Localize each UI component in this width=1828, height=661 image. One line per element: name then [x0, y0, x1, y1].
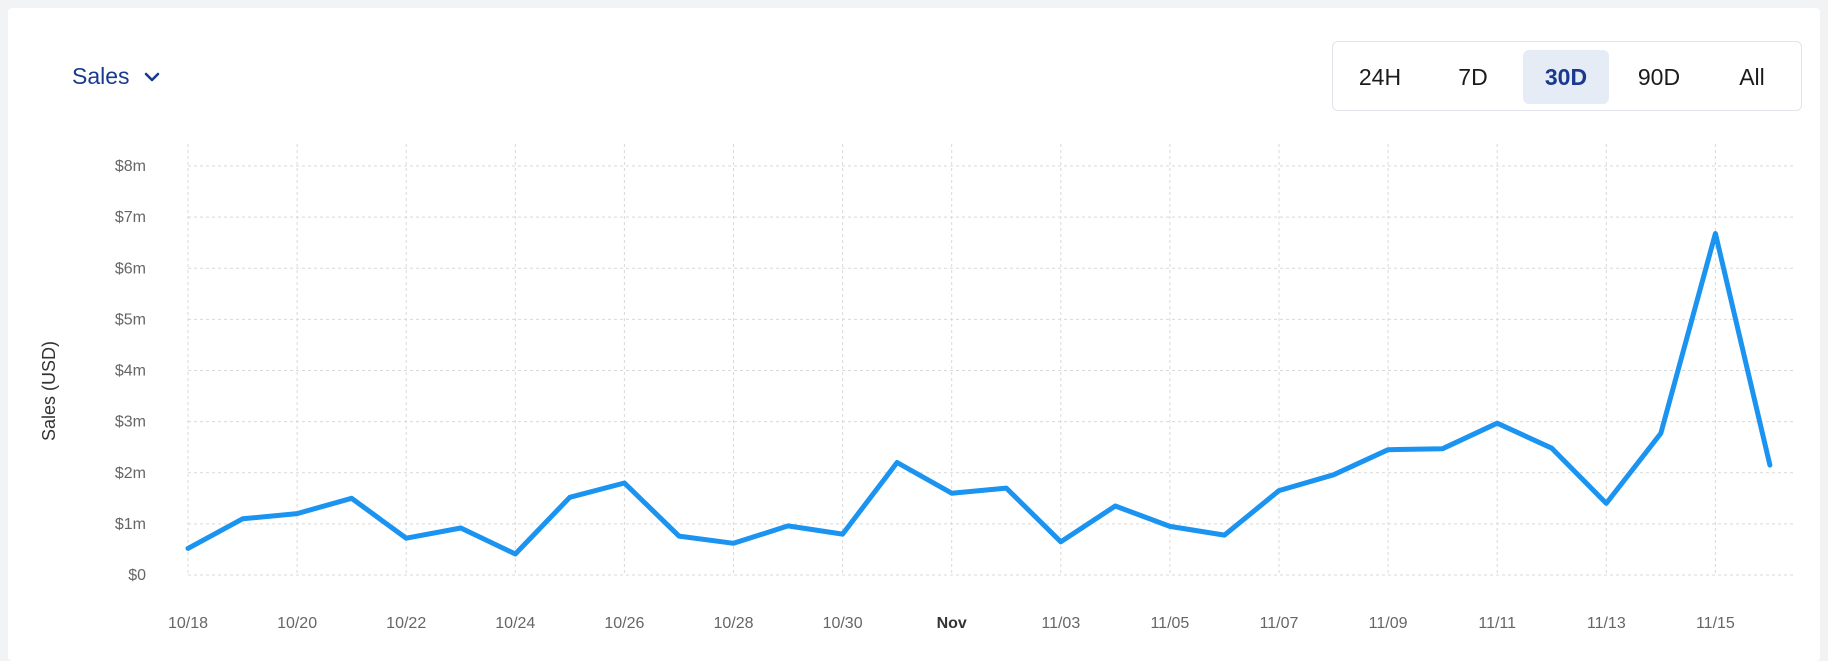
data-point[interactable] — [1709, 227, 1721, 239]
range-button-24h[interactable]: 24H — [1358, 63, 1402, 90]
range-button-90d[interactable]: 90D — [1637, 63, 1681, 90]
range-button-all[interactable]: All — [1739, 63, 1765, 90]
data-point[interactable] — [673, 530, 685, 542]
data-point[interactable] — [1655, 427, 1667, 439]
series-line — [185, 231, 1773, 557]
x-tick-label: 10/24 — [495, 615, 535, 632]
data-point[interactable] — [182, 542, 194, 554]
y-tick-label: $3m — [115, 414, 146, 431]
range-button-30d[interactable]: 30D — [1523, 50, 1609, 104]
data-point[interactable] — [1055, 536, 1067, 548]
data-point[interactable] — [1600, 497, 1612, 509]
y-tick-label: $6m — [115, 260, 146, 277]
data-point[interactable] — [509, 548, 521, 560]
data-point[interactable] — [1218, 529, 1230, 541]
x-tick-label: 11/05 — [1150, 615, 1189, 632]
x-tick-label: 10/28 — [713, 615, 753, 632]
x-tick-label: 10/30 — [823, 615, 863, 632]
chevron-down-icon — [144, 72, 160, 82]
data-point[interactable] — [782, 520, 794, 532]
y-tick-label: $7m — [115, 209, 146, 226]
data-point[interactable] — [728, 537, 740, 549]
y-tick-label: $4m — [115, 363, 146, 380]
x-tick-label: 10/18 — [168, 615, 208, 632]
data-point[interactable] — [891, 457, 903, 469]
data-point[interactable] — [1764, 459, 1776, 471]
time-range-selector: 24H 7D 30D 90D All — [1332, 41, 1802, 111]
sales-chart-card: Sales 24H 7D 30D 90D All — [8, 8, 1820, 661]
data-point[interactable] — [1328, 469, 1340, 481]
data-point[interactable] — [564, 491, 576, 503]
data-point[interactable] — [1546, 442, 1558, 454]
data-point[interactable] — [1000, 482, 1012, 494]
data-point[interactable] — [291, 508, 303, 520]
data-point[interactable] — [1109, 500, 1121, 512]
x-tick-label: 11/07 — [1260, 615, 1299, 632]
data-point[interactable] — [618, 477, 630, 489]
y-tick-label: $1m — [115, 516, 146, 533]
data-point[interactable] — [1437, 443, 1449, 455]
data-point[interactable] — [837, 528, 849, 540]
range-button-7d[interactable]: 7D — [1458, 63, 1488, 90]
x-tick-label: 11/11 — [1478, 615, 1516, 632]
metric-dropdown-label: Sales — [72, 63, 130, 89]
x-tick-label: 11/15 — [1696, 615, 1735, 632]
x-tick-label: 11/13 — [1587, 615, 1626, 632]
data-point[interactable] — [1382, 444, 1394, 456]
data-point[interactable] — [1273, 485, 1285, 497]
x-tick-label: 10/26 — [604, 615, 644, 632]
x-tick-label: Nov — [937, 615, 967, 632]
y-axis-label: Sales (USD) — [39, 341, 59, 441]
data-point[interactable] — [1491, 417, 1503, 429]
data-point[interactable] — [455, 522, 467, 534]
y-tick-label: $0 — [128, 567, 146, 584]
metric-dropdown[interactable]: Sales — [72, 63, 160, 90]
y-tick-label: $5m — [115, 311, 146, 328]
y-tick-label: $2m — [115, 465, 146, 482]
data-point[interactable] — [946, 487, 958, 499]
x-tick-label: 10/20 — [277, 615, 317, 632]
data-point[interactable] — [237, 513, 249, 525]
x-tick-label: 11/09 — [1369, 615, 1408, 632]
data-point[interactable] — [400, 532, 412, 544]
y-tick-label: $8m — [115, 158, 146, 175]
data-point[interactable] — [1164, 520, 1176, 532]
x-tick-label: 11/03 — [1041, 615, 1080, 632]
x-tick-label: 10/22 — [386, 615, 426, 632]
data-point[interactable] — [346, 492, 358, 504]
